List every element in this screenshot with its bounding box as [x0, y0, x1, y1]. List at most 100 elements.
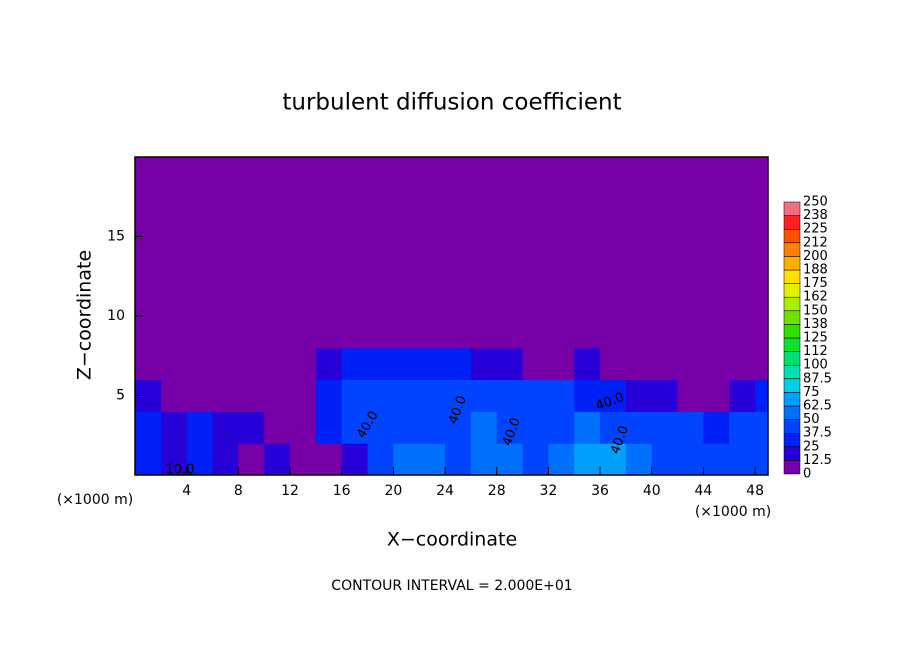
x-tick-label: 4 [182, 483, 191, 499]
cell [315, 220, 343, 253]
cell [729, 411, 756, 444]
cell [496, 284, 524, 317]
cell [186, 316, 214, 349]
colorbar-swatch [783, 215, 801, 230]
cell [600, 220, 627, 253]
cell [522, 347, 549, 381]
cell [160, 284, 188, 317]
cell [522, 157, 549, 190]
cell [419, 188, 446, 222]
cell [677, 252, 704, 285]
y-tick-label: 15 [107, 229, 125, 245]
x-tick-label: 28 [488, 483, 506, 499]
cell [264, 443, 291, 475]
cell [315, 347, 343, 381]
cell [445, 157, 472, 190]
cell [548, 252, 575, 285]
cell [703, 284, 730, 317]
colorbar-label: 162 [803, 290, 828, 305]
cell [419, 347, 446, 381]
cell [315, 316, 343, 349]
cell [264, 220, 291, 253]
cell [419, 157, 446, 190]
field [135, 157, 768, 475]
colorbar-label: 250 [803, 195, 828, 210]
cell [625, 411, 653, 444]
cell [625, 157, 653, 190]
cell [496, 220, 524, 253]
colorbar-label: 87.5 [803, 371, 832, 386]
cell [367, 157, 394, 190]
cell [470, 157, 498, 190]
cell [238, 188, 265, 222]
cell [315, 252, 343, 285]
cell [341, 284, 369, 317]
cell [729, 157, 756, 190]
cell [264, 284, 291, 317]
colorbar-swatch [783, 432, 801, 448]
cell [470, 347, 498, 381]
cell [625, 252, 653, 285]
cell [755, 347, 768, 381]
footer: CONTOUR INTERVAL = 2.000E+01 [331, 578, 572, 594]
cell [264, 157, 291, 190]
colorbar-label: 112 [803, 344, 828, 359]
cell [393, 157, 420, 190]
cell [186, 347, 214, 381]
cell [703, 347, 730, 381]
cell [393, 220, 420, 253]
cell [548, 347, 575, 381]
cell [755, 411, 768, 444]
cell [600, 284, 627, 317]
x-tick-label: 20 [384, 483, 402, 499]
cell [729, 443, 756, 475]
cell [419, 316, 446, 349]
cell [367, 316, 394, 349]
cell [548, 284, 575, 317]
colorbar-label: 225 [803, 222, 828, 237]
cell [574, 188, 601, 222]
colorbar-label: 138 [803, 317, 828, 332]
colorbar-swatch [783, 283, 801, 298]
cell [238, 157, 265, 190]
cell [367, 188, 394, 222]
cell [367, 443, 394, 475]
cell [755, 252, 768, 285]
cell [625, 284, 653, 317]
colorbar-swatch [783, 419, 801, 434]
cell [548, 188, 575, 222]
colorbar-swatch [783, 351, 801, 366]
colorbar-label: 212 [803, 235, 828, 250]
cell [367, 252, 394, 285]
cell [600, 316, 627, 349]
cell [341, 411, 369, 444]
cell [393, 316, 420, 349]
cell [600, 157, 627, 190]
cell [315, 157, 343, 190]
cell [651, 316, 679, 349]
cell [160, 316, 188, 349]
cell [160, 443, 188, 475]
chart-title: turbulent diffusion coefficient [282, 90, 621, 116]
cell [160, 220, 188, 253]
cell [755, 220, 768, 253]
colorbar-label: 12.5 [803, 453, 832, 468]
cell [729, 252, 756, 285]
cell [419, 379, 446, 412]
cell [160, 188, 188, 222]
cell [445, 188, 472, 222]
cell [186, 411, 214, 444]
cell [290, 379, 317, 412]
cell [212, 316, 239, 349]
cell [315, 379, 343, 412]
cell [315, 188, 343, 222]
cell [135, 316, 162, 349]
cell [677, 411, 704, 444]
cell [290, 284, 317, 317]
cell [290, 220, 317, 253]
cell [496, 188, 524, 222]
cell [729, 220, 756, 253]
cell [264, 347, 291, 381]
cell [160, 157, 188, 190]
cell [548, 411, 575, 444]
